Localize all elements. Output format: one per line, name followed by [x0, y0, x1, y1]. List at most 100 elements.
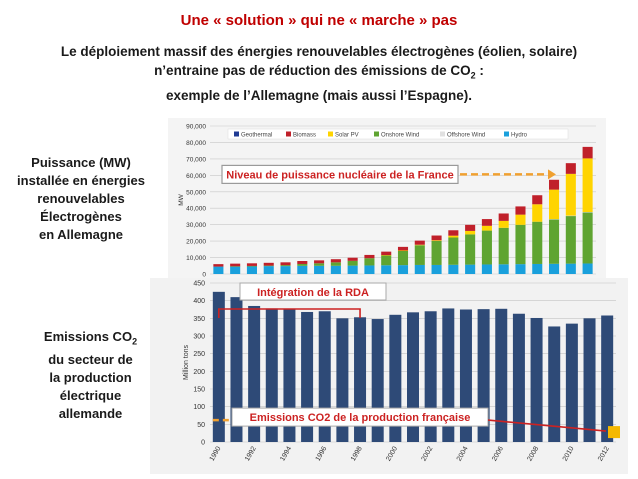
capacity-bar-solar-pv — [498, 220, 509, 228]
capacity-bar-biomass — [431, 235, 442, 241]
legend-swatch — [328, 131, 333, 137]
capacity-bar-hydro — [397, 265, 409, 274]
capacity-bar-hydro — [213, 266, 224, 274]
capacity-bar-onshore-wind — [549, 219, 560, 264]
capacity-bar-biomass — [314, 260, 325, 264]
capacity-ylabel: MW — [178, 193, 185, 205]
legend-label: Onshore Wind — [381, 133, 419, 139]
capacity-bar-onshore-wind — [297, 263, 308, 266]
capacity-chart: 0 10,000 20,000 30,000 40,000 50,000 60,000 70,… — [168, 118, 606, 279]
capacity-bar-biomass — [465, 224, 476, 231]
rda-bracket — [218, 308, 361, 318]
capacity-bar-onshore-wind — [330, 262, 341, 266]
capacity-bar-biomass — [213, 264, 224, 267]
emissions-ytick-label: 150 — [193, 387, 205, 394]
capacity-bar-solar-pv — [481, 225, 492, 231]
capacity-bar-hydro — [582, 263, 593, 274]
subtitle-line-3: exemple de l’Allemagne (mais aussi l’Esp… — [165, 87, 473, 103]
capacity-bar-onshore-wind — [364, 258, 375, 266]
subtitle-line-1: Le déploiement massif des énergies renou… — [60, 44, 578, 59]
capacity-bar-biomass — [364, 254, 375, 259]
capacity-bar-onshore-wind — [498, 227, 509, 265]
capacity-bar-onshore-wind — [582, 212, 593, 264]
capacity-bar-offshore-wind — [549, 219, 560, 220]
capacity-bar-hydro — [280, 266, 291, 274]
capacity-bar-onshore-wind — [515, 224, 526, 265]
france-pointer-line — [487, 419, 607, 432]
capacity-bar-biomass — [582, 146, 593, 159]
capacity-bar-hydro — [263, 266, 274, 274]
legend-swatch — [504, 131, 509, 137]
side-label-line: électrique — [59, 387, 122, 403]
capacity-bar-biomass — [414, 240, 425, 245]
emissions-bar — [548, 326, 561, 442]
nuclear-reference-label: Niveau de puissance nucléaire de la Fran… — [226, 169, 453, 181]
emissions-ytick-label: 200 — [193, 369, 205, 376]
side-label-line: Puissance (MW) — [31, 155, 131, 170]
emissions-ytick-label: 50 — [197, 422, 205, 429]
side-label-line: Emissions CO2 — [43, 329, 138, 347]
slide-title: Une « solution » qui ne « marche » pas — [180, 12, 458, 29]
emissions-ytick-label: 250 — [193, 351, 205, 358]
capacity-bar-solar-pv — [397, 250, 409, 251]
emissions-side-label: Emissions CO2 du secteur de la productio… — [28, 328, 153, 423]
capacity-bar-solar-pv — [549, 189, 560, 220]
capacity-bar-biomass — [515, 206, 526, 215]
capacity-bar-hydro — [448, 264, 459, 274]
capacity-bar-hydro — [381, 265, 392, 274]
emissions-ytick-label: 400 — [193, 298, 205, 305]
capacity-bar-onshore-wind — [314, 263, 325, 266]
capacity-bar-biomass — [381, 251, 392, 256]
emissions-ytick-label: 450 — [193, 281, 205, 288]
capacity-bar-solar-pv — [532, 204, 543, 222]
capacity-bar-biomass — [498, 213, 509, 221]
capacity-ytick-label: 70,000 — [186, 156, 206, 163]
capacity-side-label: Puissance (MW) installée en énergies ren… — [0, 154, 162, 244]
capacity-ytick-label: 20,000 — [186, 239, 206, 246]
legend-swatch — [374, 131, 379, 137]
legend-swatch — [440, 131, 445, 137]
capacity-bar-solar-pv — [515, 214, 526, 225]
capacity-bar-biomass — [481, 219, 492, 226]
emissions-bar — [212, 291, 225, 442]
capacity-bar-onshore-wind — [431, 240, 442, 265]
emissions-bar — [565, 323, 578, 442]
capacity-bar-biomass — [448, 230, 459, 236]
capacity-bar-solar-pv — [431, 240, 442, 241]
capacity-bar-hydro — [465, 264, 476, 274]
emissions-bar — [495, 308, 508, 442]
capacity-bar-onshore-wind — [565, 215, 576, 264]
side-label-line: Électrogènes — [40, 209, 122, 224]
emissions-ytick-label: 300 — [193, 334, 205, 341]
capacity-bar-onshore-wind — [230, 266, 241, 267]
capacity-bar-offshore-wind — [565, 215, 576, 217]
capacity-bar-onshore-wind — [246, 265, 257, 267]
capacity-ytick-label: 30,000 — [186, 222, 206, 229]
capacity-ytick-label: 60,000 — [186, 173, 206, 180]
capacity-bar-biomass — [330, 259, 341, 263]
legend-label: Offshore Wind — [447, 133, 485, 139]
capacity-ytick-label: 80,000 — [186, 140, 206, 147]
rda-annotation-label: Intégration de la RDA — [257, 287, 369, 299]
side-label-line: en Allemagne — [38, 227, 124, 242]
capacity-ytick-label: 90,000 — [186, 124, 206, 131]
capacity-bar-hydro — [297, 265, 308, 274]
france-marker — [608, 426, 620, 439]
legend-label: Hydro — [511, 133, 528, 139]
capacity-bar-biomass — [397, 246, 409, 251]
legend-box — [227, 128, 569, 140]
capacity-bar-biomass — [565, 163, 576, 174]
france-annotation-box — [231, 407, 489, 427]
capacity-bar-solar-pv — [582, 158, 593, 213]
legend-label: Geothermal — [241, 133, 272, 139]
capacity-bar-hydro — [481, 264, 492, 274]
france-annotation-label: Emissions CO2 de la production française — [250, 412, 471, 424]
capacity-bar-hydro — [414, 264, 425, 274]
capacity-bar-hydro — [347, 265, 358, 274]
capacity-legend: Geothermal Biomass Solar PV Onshore Wind Off… — [227, 128, 569, 140]
capacity-ytick-label: 40,000 — [186, 206, 206, 213]
capacity-ytick-label: 10,000 — [186, 255, 206, 262]
capacity-bar-onshore-wind — [347, 260, 358, 266]
